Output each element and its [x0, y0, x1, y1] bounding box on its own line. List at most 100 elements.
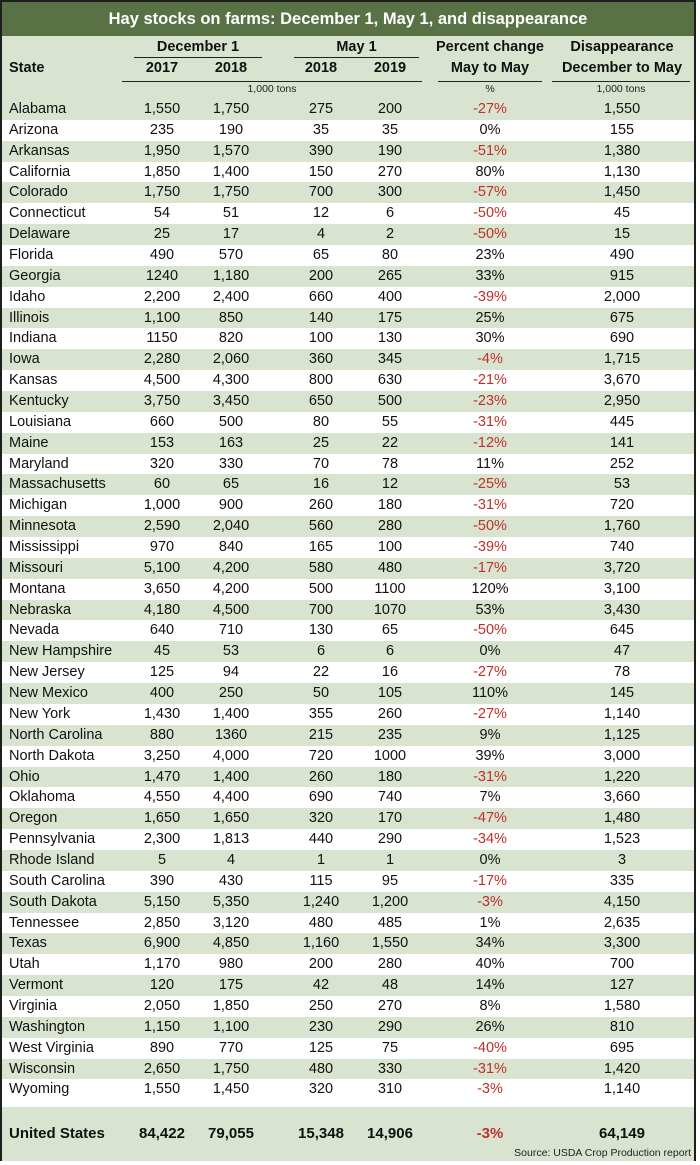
- cell-dec-2018: 980: [218, 956, 244, 973]
- cell-percent-change: -3%: [477, 1081, 503, 1098]
- cell-dec-2018: 4: [226, 851, 236, 868]
- cell-dec-2017: 1,550: [143, 1081, 181, 1098]
- cell-may-2018: 250: [308, 997, 334, 1014]
- cell-may-2019: 16: [381, 664, 399, 681]
- cell-disappearance: 45: [613, 205, 631, 222]
- cell-state: Iowa: [9, 351, 40, 368]
- cell-disappearance: 1,130: [603, 163, 641, 180]
- header-2018-dec: 2018: [214, 60, 248, 76]
- cell-dec-2018: 5,350: [212, 893, 250, 910]
- cell-disappearance: 3,430: [603, 601, 641, 618]
- cell-may-2019: 6: [385, 643, 395, 660]
- cell-state: Alabama: [9, 101, 67, 117]
- cell-may-2018: 720: [308, 747, 334, 764]
- cell-state: Pennsylvania: [9, 831, 96, 848]
- cell-dec-2017: 320: [149, 455, 175, 472]
- table-row: Pennsylvania 2,300 1,813 440 290 -34% 1,523: [2, 829, 694, 850]
- cell-dec-2017: 1150: [146, 330, 178, 347]
- cell-may-2018: 16: [312, 476, 330, 493]
- cell-may-2018: 480: [308, 1060, 334, 1077]
- cell-state: Tennessee: [9, 914, 80, 931]
- cell-dec-2017: 4,500: [143, 372, 181, 389]
- cell-may-2018: 560: [308, 518, 334, 535]
- table-row: Texas 6,900 4,850 1,160 1,550 34% 3,300: [2, 933, 694, 955]
- cell-dec-2017: 3,250: [143, 747, 181, 764]
- cell-dec-2017: 2,050: [143, 997, 181, 1014]
- cell-may-2019: 270: [377, 163, 403, 180]
- cell-dec-2017: 4,180: [143, 601, 181, 618]
- total-dec-2018: 79,055: [208, 1125, 254, 1142]
- cell-may-2018: 22: [312, 664, 330, 681]
- cell-state: Michigan: [9, 497, 68, 514]
- cell-may-2018: 42: [312, 977, 330, 994]
- cell-disappearance: 1,125: [603, 726, 641, 743]
- cell-dec-2018: 1,100: [212, 1018, 250, 1035]
- cell-dec-2018: 3,450: [212, 393, 250, 410]
- cell-disappearance: 1,580: [603, 997, 641, 1014]
- cell-may-2019: 270: [377, 997, 403, 1014]
- cell-percent-change: 0%: [479, 643, 501, 660]
- cell-may-2019: 75: [381, 1039, 399, 1056]
- table-row: Maine 153 163 25 22 -12% 141: [2, 432, 694, 454]
- cell-may-2018: 800: [308, 372, 334, 389]
- cell-may-2019: 170: [377, 810, 403, 827]
- cell-dec-2018: 4,000: [212, 747, 250, 764]
- cell-state: Arizona: [9, 121, 59, 138]
- table-row: Louisiana 660 500 80 55 -31% 445: [2, 411, 694, 433]
- cell-dec-2018: 175: [218, 977, 244, 994]
- cell-may-2019: 740: [377, 789, 403, 806]
- cell-dec-2017: 890: [149, 1039, 175, 1056]
- cell-dec-2017: 490: [149, 247, 175, 264]
- table-row: Arkansas 1,950 1,570 390 190 -51% 1,380: [2, 140, 694, 162]
- cell-percent-change: 53%: [475, 601, 505, 618]
- cell-dec-2018: 1,750: [212, 1060, 250, 1077]
- cell-disappearance: 1,140: [603, 705, 641, 722]
- cell-dec-2018: 770: [218, 1039, 244, 1056]
- table-row: Wyoming 1,550 1,450 320 310 -3% 1,140: [2, 1079, 694, 1101]
- cell-dec-2018: 53: [222, 643, 240, 660]
- cell-state: West Virginia: [9, 1039, 94, 1056]
- cell-dec-2017: 1,550: [143, 101, 181, 117]
- cell-state: Virginia: [9, 997, 58, 1014]
- cell-may-2018: 360: [308, 351, 334, 368]
- cell-dec-2018: 840: [218, 539, 244, 556]
- table-row: Florida 490 570 65 80 23% 490: [2, 245, 694, 266]
- cell-disappearance: 1,140: [603, 1081, 641, 1098]
- cell-disappearance: 1,380: [603, 142, 641, 159]
- table-header: December 1 May 1 Percent change Disappea…: [2, 36, 694, 99]
- cell-disappearance: 490: [609, 247, 635, 264]
- cell-may-2018: 65: [312, 247, 330, 264]
- cell-dec-2018: 3,120: [212, 914, 250, 931]
- table-row: Iowa 2,280 2,060 360 345 -4% 1,715: [2, 349, 694, 371]
- cell-disappearance: 335: [609, 872, 635, 889]
- cell-percent-change: -50%: [473, 205, 507, 222]
- cell-disappearance: 141: [609, 434, 635, 451]
- cell-percent-change: 26%: [475, 1018, 505, 1035]
- cell-may-2018: 80: [312, 413, 330, 430]
- table-body: Alabama 1,550 1,750 275 200 -27% 1,550 Arizona 2…: [2, 99, 694, 1101]
- cell-may-2018: 70: [312, 455, 330, 472]
- cell-may-2018: 12: [312, 205, 330, 222]
- table-row: Oregon 1,650 1,650 320 170 -47% 1,480: [2, 808, 694, 830]
- cell-may-2019: 630: [377, 372, 403, 389]
- header-disappearance: Disappearance: [570, 39, 674, 55]
- table-row: New Mexico 400 250 50 105 110% 145: [2, 683, 694, 704]
- cell-may-2018: 320: [308, 1081, 334, 1098]
- cell-may-2018: 1: [316, 851, 326, 868]
- table-row: Delaware 25 17 4 2 -50% 15: [2, 224, 694, 246]
- cell-dec-2018: 1360: [214, 726, 248, 743]
- cell-state: Washington: [9, 1018, 86, 1035]
- cell-percent-change: -17%: [473, 559, 507, 576]
- cell-state: Vermont: [9, 977, 63, 994]
- cell-state: Minnesota: [9, 518, 76, 535]
- cell-disappearance: 1,480: [603, 810, 641, 827]
- cell-percent-change: 40%: [475, 956, 505, 973]
- cell-percent-change: -40%: [473, 1039, 507, 1056]
- header-2018-may: 2018: [304, 60, 338, 76]
- cell-dec-2018: 1,180: [212, 267, 250, 284]
- cell-percent-change: 14%: [475, 977, 505, 994]
- cell-dec-2017: 660: [149, 413, 175, 430]
- cell-percent-change: -23%: [473, 393, 507, 410]
- cell-dec-2017: 1,150: [143, 1018, 181, 1035]
- unit-underline-dis: [552, 81, 690, 82]
